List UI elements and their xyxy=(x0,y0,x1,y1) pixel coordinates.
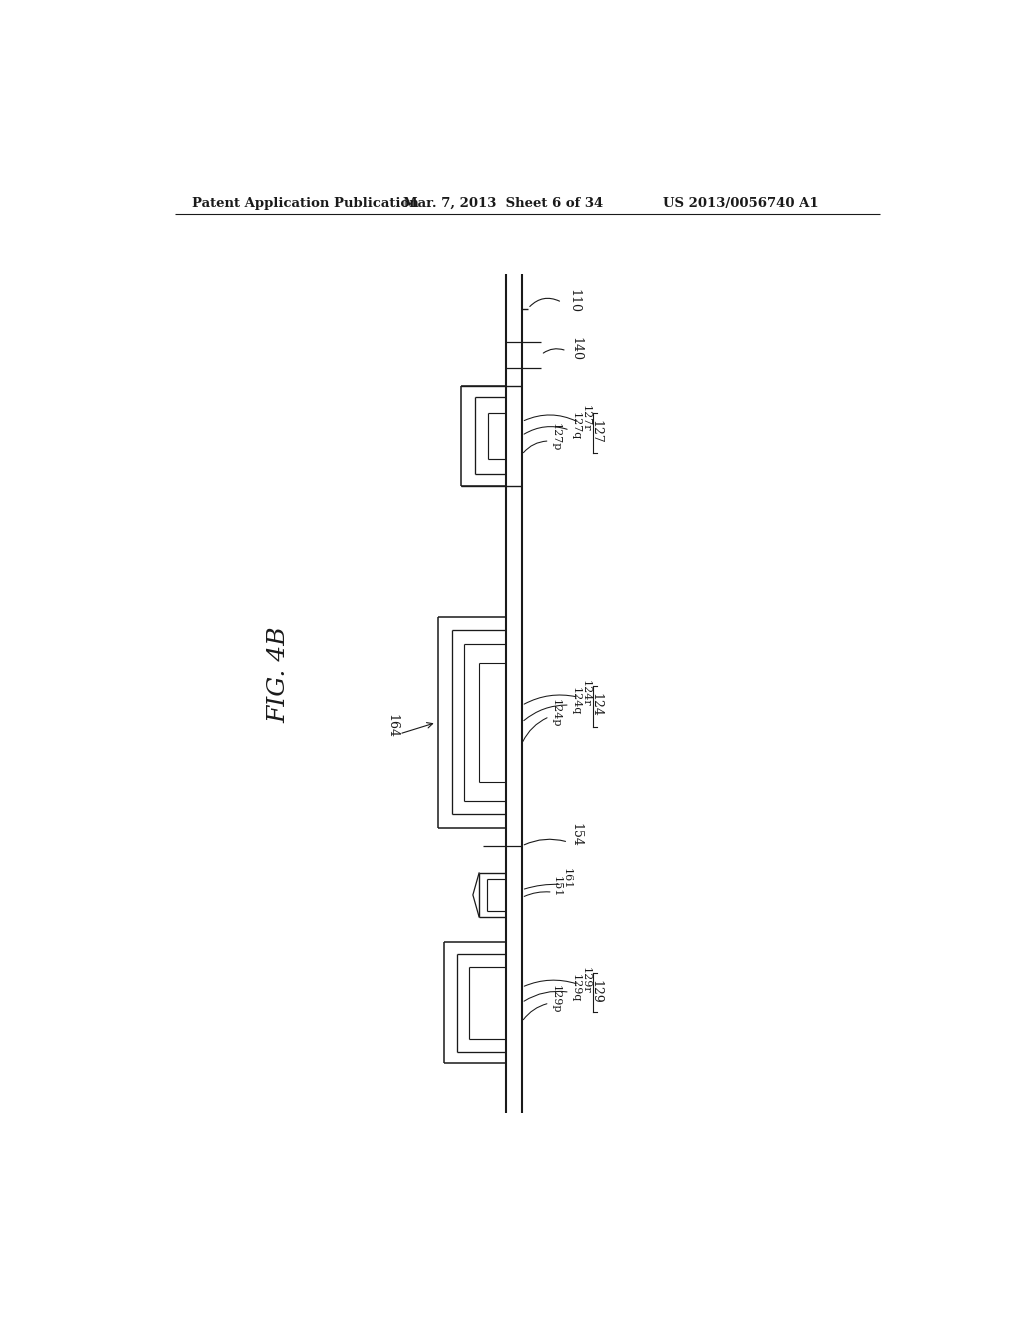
Text: FIG. 4B: FIG. 4B xyxy=(267,626,291,722)
Text: 164: 164 xyxy=(385,714,398,738)
Text: 129: 129 xyxy=(590,979,602,1003)
Text: 127: 127 xyxy=(590,420,602,444)
Text: 129p: 129p xyxy=(551,985,561,1014)
Text: Patent Application Publication: Patent Application Publication xyxy=(191,197,418,210)
Text: 124: 124 xyxy=(590,693,602,717)
Text: 127r: 127r xyxy=(581,405,590,432)
Text: 124r: 124r xyxy=(581,680,590,708)
Text: 151: 151 xyxy=(552,876,561,898)
Text: Mar. 7, 2013  Sheet 6 of 34: Mar. 7, 2013 Sheet 6 of 34 xyxy=(403,197,603,210)
Text: 129r: 129r xyxy=(581,968,590,994)
Text: 127q: 127q xyxy=(571,412,581,441)
Text: 124p: 124p xyxy=(551,698,561,727)
Text: 161: 161 xyxy=(561,869,571,890)
Text: 127p: 127p xyxy=(551,422,561,451)
Text: 140: 140 xyxy=(569,337,583,360)
Text: 110: 110 xyxy=(567,289,581,313)
Text: 124q: 124q xyxy=(571,688,581,715)
Text: 154: 154 xyxy=(569,822,583,846)
Text: US 2013/0056740 A1: US 2013/0056740 A1 xyxy=(663,197,818,210)
Text: 129q: 129q xyxy=(571,974,581,1003)
